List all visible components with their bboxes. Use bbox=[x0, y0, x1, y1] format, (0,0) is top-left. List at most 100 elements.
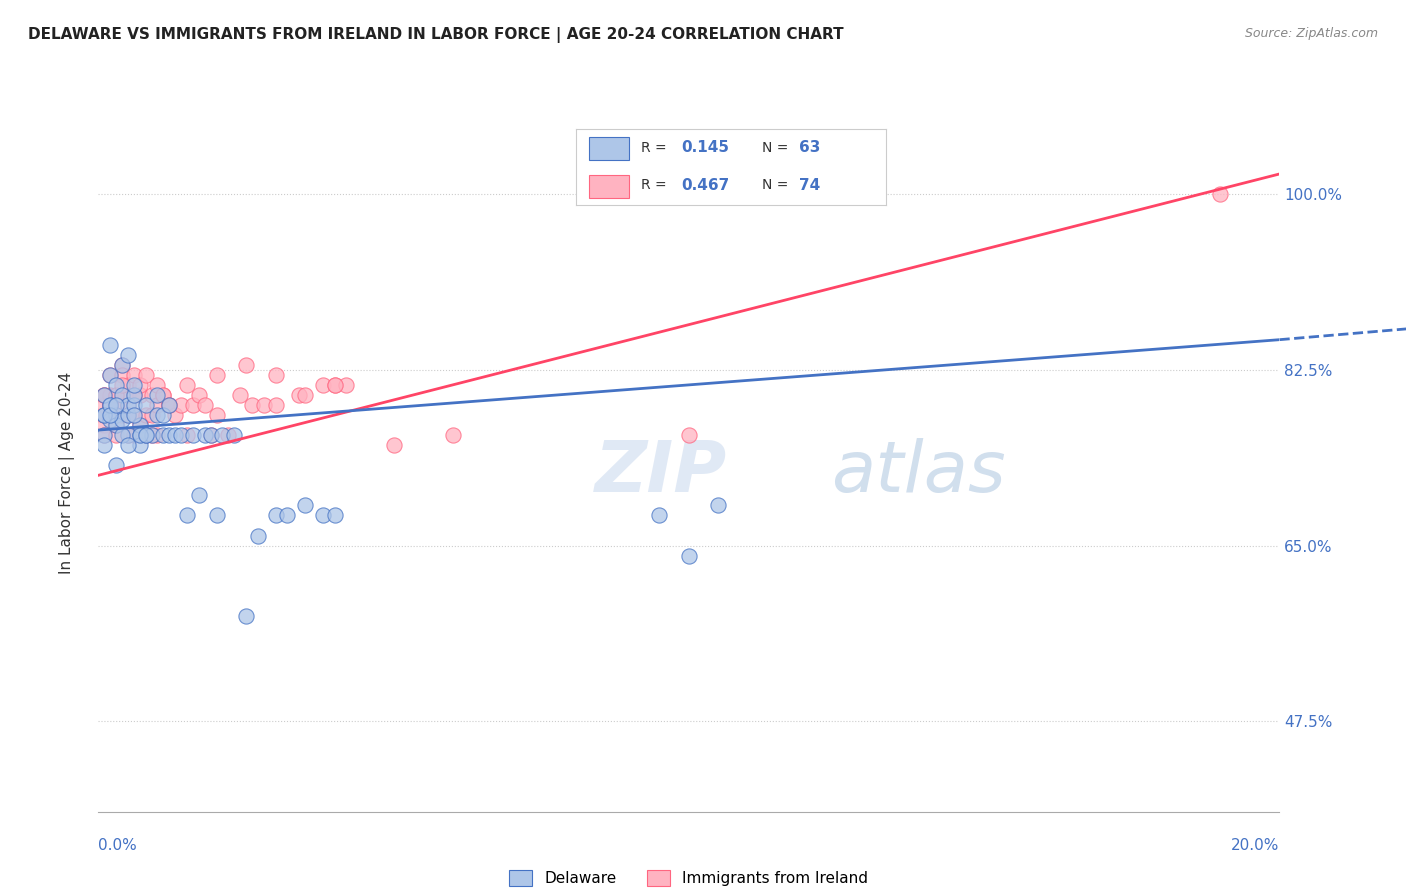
Point bbox=[93, 398, 115, 412]
Point bbox=[111, 368, 134, 382]
Point bbox=[111, 358, 134, 372]
Point bbox=[253, 398, 276, 412]
Point bbox=[105, 398, 128, 412]
Point bbox=[146, 377, 169, 392]
Point bbox=[152, 408, 174, 422]
Text: 0.145: 0.145 bbox=[682, 140, 730, 155]
Point bbox=[135, 428, 157, 442]
Point bbox=[117, 388, 139, 402]
Point bbox=[240, 398, 263, 412]
Point bbox=[146, 408, 169, 422]
Text: ZIP: ZIP bbox=[595, 438, 727, 508]
Point bbox=[111, 377, 134, 392]
Point bbox=[117, 408, 139, 422]
Point bbox=[93, 388, 115, 402]
Point bbox=[157, 398, 180, 412]
Text: DELAWARE VS IMMIGRANTS FROM IRELAND IN LABOR FORCE | AGE 20-24 CORRELATION CHART: DELAWARE VS IMMIGRANTS FROM IRELAND IN L… bbox=[28, 27, 844, 43]
Point bbox=[98, 398, 121, 412]
Point bbox=[678, 428, 700, 442]
Point bbox=[105, 388, 128, 402]
Y-axis label: In Labor Force | Age 20-24: In Labor Force | Age 20-24 bbox=[59, 372, 75, 574]
Point bbox=[235, 358, 257, 372]
Point bbox=[98, 368, 121, 382]
Point bbox=[111, 408, 134, 422]
Point bbox=[122, 388, 145, 402]
Point bbox=[117, 438, 139, 452]
Text: Source: ZipAtlas.com: Source: ZipAtlas.com bbox=[1244, 27, 1378, 40]
Text: R =: R = bbox=[641, 141, 672, 154]
Point bbox=[111, 413, 134, 427]
Point bbox=[122, 398, 145, 412]
Point bbox=[288, 388, 311, 402]
Point bbox=[128, 377, 150, 392]
Point bbox=[135, 408, 157, 422]
Point bbox=[98, 408, 121, 422]
Point bbox=[294, 388, 316, 402]
Point bbox=[146, 428, 169, 442]
Point bbox=[170, 428, 193, 442]
Point bbox=[128, 438, 150, 452]
Point bbox=[152, 388, 174, 402]
Text: N =: N = bbox=[762, 178, 793, 193]
Point bbox=[141, 408, 163, 422]
Point bbox=[312, 508, 335, 523]
Point bbox=[382, 438, 405, 452]
Point bbox=[152, 388, 174, 402]
Point bbox=[128, 418, 150, 433]
Point bbox=[117, 348, 139, 362]
Point bbox=[105, 458, 128, 473]
Point bbox=[93, 388, 115, 402]
Point bbox=[98, 388, 121, 402]
Text: atlas: atlas bbox=[831, 438, 1005, 508]
Point bbox=[128, 428, 150, 442]
Point bbox=[187, 388, 209, 402]
Point bbox=[135, 428, 157, 442]
Point bbox=[1209, 187, 1232, 202]
Point bbox=[105, 377, 128, 392]
Point bbox=[98, 403, 121, 417]
Point bbox=[111, 358, 134, 372]
Point bbox=[98, 398, 121, 412]
Point bbox=[93, 408, 115, 422]
Point bbox=[194, 428, 217, 442]
Point bbox=[98, 398, 121, 412]
Text: 20.0%: 20.0% bbox=[1232, 838, 1279, 854]
Point bbox=[276, 508, 298, 523]
Point bbox=[128, 428, 150, 442]
Point bbox=[122, 368, 145, 382]
Bar bbox=[589, 137, 628, 160]
Point bbox=[93, 428, 115, 442]
Point bbox=[165, 428, 187, 442]
Point bbox=[200, 428, 222, 442]
Point bbox=[157, 398, 180, 412]
Point bbox=[98, 398, 121, 412]
Point bbox=[105, 388, 128, 402]
Point bbox=[157, 398, 180, 412]
Point bbox=[235, 608, 257, 623]
Point bbox=[98, 398, 121, 412]
Point bbox=[294, 499, 316, 513]
Point bbox=[176, 508, 198, 523]
Point bbox=[98, 413, 121, 427]
Point bbox=[323, 377, 346, 392]
Point bbox=[678, 549, 700, 563]
Point bbox=[135, 428, 157, 442]
Point bbox=[224, 428, 246, 442]
Point bbox=[117, 408, 139, 422]
Point bbox=[117, 428, 139, 442]
Point bbox=[122, 408, 145, 422]
Point bbox=[93, 428, 115, 442]
Point bbox=[122, 388, 145, 402]
Point bbox=[135, 398, 157, 412]
Legend: Delaware, Immigrants from Ireland: Delaware, Immigrants from Ireland bbox=[503, 864, 875, 892]
Point bbox=[205, 508, 228, 523]
Point bbox=[187, 488, 209, 502]
Point bbox=[229, 388, 252, 402]
Point bbox=[165, 408, 187, 422]
Point bbox=[176, 377, 198, 392]
Text: 0.0%: 0.0% bbox=[98, 838, 138, 854]
Point bbox=[122, 428, 145, 442]
Point bbox=[194, 398, 217, 412]
Point bbox=[141, 428, 163, 442]
Point bbox=[93, 438, 115, 452]
